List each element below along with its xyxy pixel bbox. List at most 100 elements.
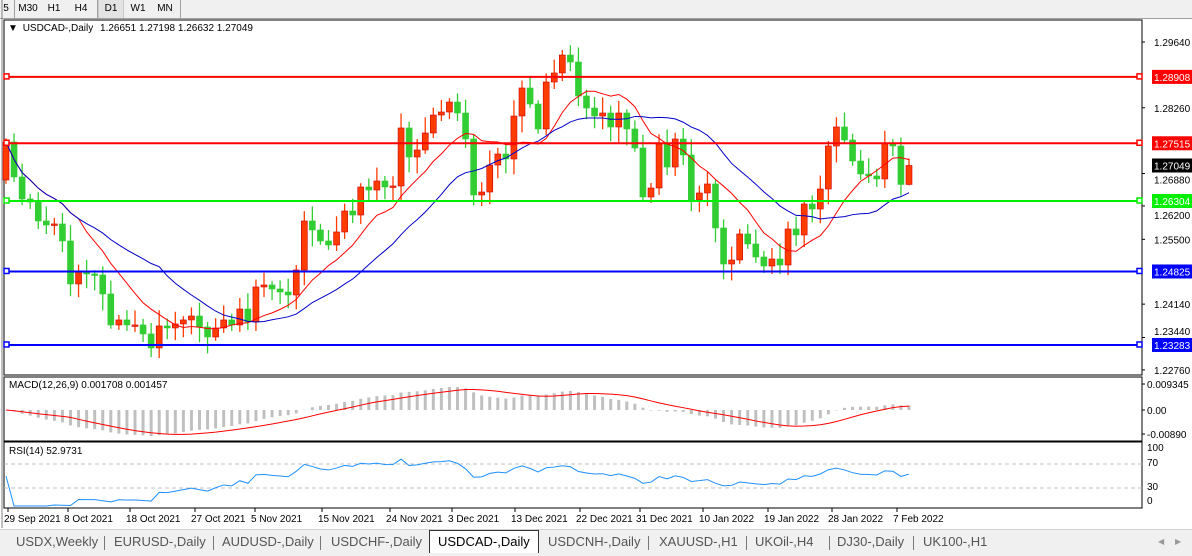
candle-bear — [873, 175, 881, 180]
candle-bull — [768, 258, 776, 267]
candle-bull — [188, 315, 195, 321]
current-price-label: 1.27049 — [1154, 161, 1191, 172]
candle-bull — [647, 187, 655, 198]
candle-bear — [147, 333, 155, 349]
candle-bear — [776, 258, 784, 266]
candle-bear — [462, 112, 469, 140]
tab-eurusd-daily[interactable]: EURUSD-,Daily — [114, 534, 206, 549]
symbol-label: USDCAD-,Daily — [22, 23, 94, 34]
candle-bear — [849, 139, 856, 162]
tab-separator — [320, 536, 321, 550]
tab-xauusd-h1[interactable]: XAUUSD-,H1 — [659, 534, 738, 549]
timeframe-w1[interactable]: W1 — [130, 3, 146, 14]
timeframe-mn[interactable]: MN — [157, 3, 173, 14]
level-price-label: 1.26304 — [1154, 197, 1191, 208]
candle-bear — [575, 61, 582, 97]
candle-bull — [905, 165, 913, 185]
tab-dj30-daily[interactable]: DJ30-,Daily — [837, 534, 905, 549]
tab-separator — [104, 536, 105, 550]
candle-bear — [720, 227, 727, 265]
candle-bear — [381, 180, 389, 188]
level-price-badge — [1152, 337, 1192, 352]
toolbar-separator — [180, 0, 181, 18]
level-handle — [1136, 341, 1143, 348]
level-price-label: 1.28908 — [1154, 73, 1191, 84]
tab-usdchf-daily[interactable]: USDCHF-,Daily — [331, 534, 422, 549]
tab-usdcad-daily[interactable]: USDCAD-,Daily — [429, 530, 539, 553]
rsi-label: RSI(14) 52.9731 — [9, 446, 83, 457]
tab-ukoil-h4[interactable]: UKOil-,H4 — [755, 534, 814, 549]
toolbar-separator — [14, 0, 15, 18]
candle-bull — [446, 101, 453, 113]
level-handle — [3, 139, 10, 147]
chart-menu-triangle-icon[interactable]: ▼ — [8, 23, 18, 34]
rsi-tick-label: 0 — [1147, 496, 1153, 507]
chart-tabs-bar: USDX,Weekly EURUSD-,Daily AUDUSD-,Daily … — [0, 529, 1192, 556]
timeframe-m30[interactable]: M30 — [18, 3, 38, 14]
tab-separator — [913, 536, 914, 550]
candle-bull — [817, 188, 824, 210]
date-label: 5 Nov 2021 — [251, 514, 303, 525]
level-handle — [3, 73, 10, 80]
macd-tick-label: 0.00 — [1147, 406, 1167, 417]
scroll-left-icon[interactable]: ◀ — [1158, 537, 1165, 546]
candle-bull — [615, 112, 623, 128]
ohlc-label: 1.26651 1.27198 1.26632 1.27049 — [100, 23, 253, 34]
price-tick-label: 1.23440 — [1154, 327, 1191, 338]
candle-bull — [115, 319, 123, 326]
candle-bear — [309, 220, 316, 231]
level-price-label: 1.27515 — [1154, 139, 1191, 150]
candle-bull — [510, 115, 518, 160]
candle-bull — [655, 143, 663, 189]
date-label: 19 Jan 2022 — [764, 514, 819, 525]
candle-bear — [631, 128, 639, 149]
candle-bear — [18, 176, 26, 200]
candle-bull — [155, 325, 163, 349]
candle-bear — [91, 273, 98, 276]
rsi-line — [5, 458, 910, 507]
tab-separator — [213, 536, 214, 550]
candle-bear — [583, 95, 590, 109]
price-chart[interactable]: 1.29640 1.28260 1.26880 1.26200 1.25500 1.241… — [0, 0, 1192, 529]
tab-usdx-weekly[interactable]: USDX,Weekly — [16, 534, 99, 549]
date-label: 13 Dec 2021 — [511, 514, 568, 525]
timeframe-h4[interactable]: H4 — [74, 3, 88, 14]
candle-bull — [75, 271, 82, 285]
candle-bear — [760, 256, 768, 267]
candle-bull — [696, 192, 703, 201]
candle-bear — [712, 183, 719, 229]
timeframe-d1[interactable]: D1 — [98, 0, 124, 18]
candle-bear — [276, 288, 284, 293]
candle-bear — [204, 326, 211, 338]
candle-bull — [180, 319, 187, 325]
candle-bear — [792, 228, 800, 236]
candle-bull — [478, 191, 485, 196]
candle-bear — [857, 160, 864, 175]
level-price-badge — [1152, 264, 1192, 279]
candles — [2, 45, 913, 359]
macd-pane-frame — [3, 376, 1143, 442]
scroll-right-icon[interactable]: ▶ — [1175, 537, 1182, 546]
timeframe-m15[interactable]: 5 — [3, 3, 9, 14]
candle-bear — [639, 147, 647, 198]
date-label: 29 Sep 2021 — [4, 514, 61, 525]
candle-bear — [897, 145, 905, 185]
timeframe-h1[interactable]: H1 — [47, 3, 61, 14]
candle-bear — [123, 319, 131, 326]
candle-bear — [349, 210, 356, 216]
moving-average-fast-line — [5, 90, 910, 330]
tab-audusd-daily[interactable]: AUDUSD-,Daily — [222, 534, 314, 549]
tab-uk100-h1[interactable]: UK100-,H1 — [923, 534, 988, 549]
tab-usdcnh-daily[interactable]: USDCNH-,Daily — [548, 534, 641, 549]
candle-bull — [728, 259, 735, 265]
candle-bull — [373, 180, 381, 191]
date-label: 18 Oct 2021 — [126, 514, 181, 525]
candle-bull — [800, 203, 808, 236]
macd-label: MACD(12,26,9) 0.001708 0.001457 — [9, 380, 168, 391]
candle-bear — [196, 315, 203, 328]
candle-bull — [252, 286, 260, 323]
candle-bear — [663, 143, 671, 168]
candle-bull — [736, 233, 743, 261]
candle-bull — [333, 231, 340, 246]
rsi-tick-label: 100 — [1147, 443, 1164, 454]
